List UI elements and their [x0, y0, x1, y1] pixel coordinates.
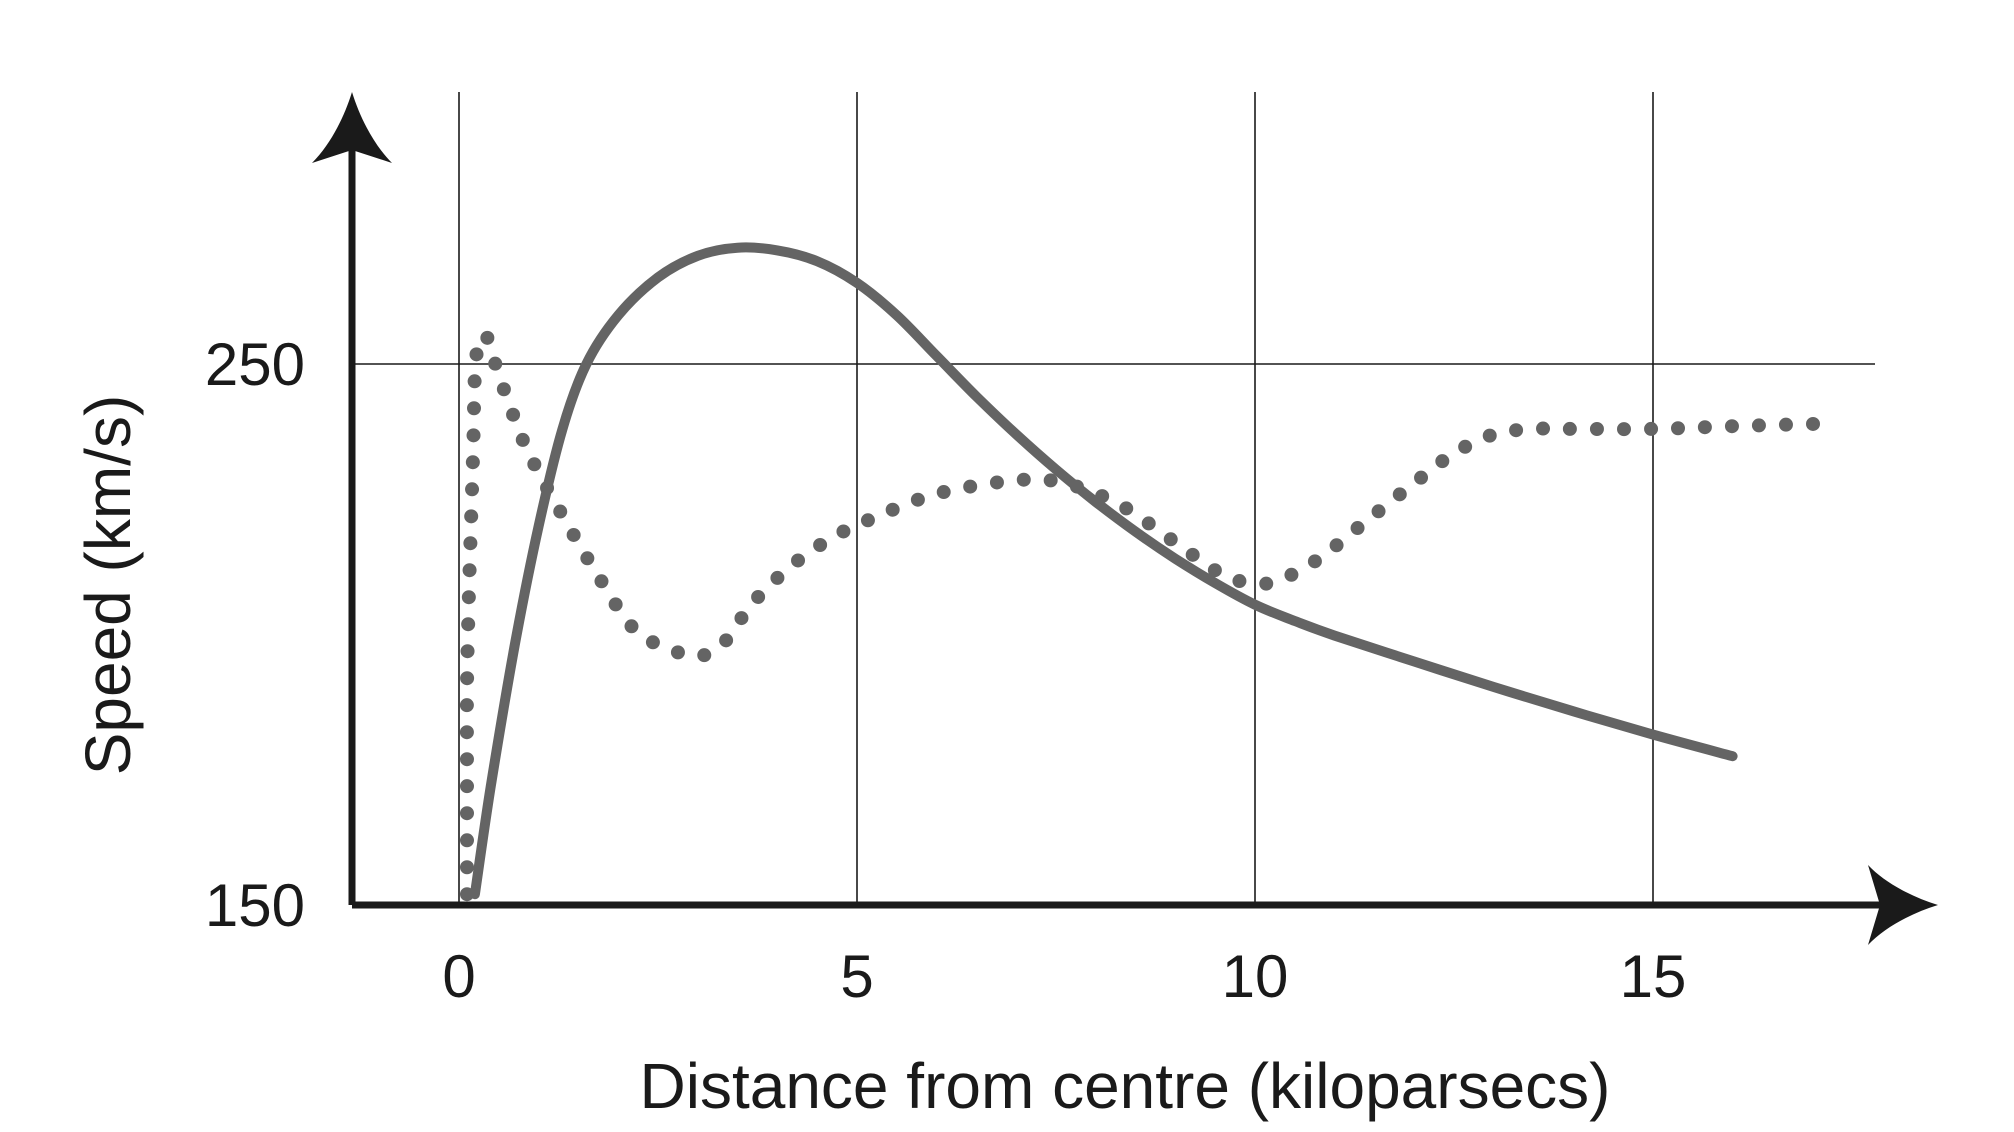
dotted-series-line: [459, 327, 1836, 902]
y-axis-arrowhead: [312, 92, 392, 163]
x-axis-arrowhead: [1868, 865, 1938, 945]
x-axis-title: Distance from centre (kiloparsecs): [640, 1050, 1611, 1122]
y-tick-label: 250: [205, 331, 305, 398]
axes: [312, 92, 1938, 945]
x-tick-label: 15: [1620, 943, 1687, 1010]
grid-lines: [352, 92, 1875, 905]
y-tick-label: 150: [205, 872, 305, 939]
tick-labels: 0 5 10 15 150 250: [205, 331, 1686, 1010]
x-tick-label: 0: [442, 943, 475, 1010]
solid-series-line: [469, 242, 1738, 900]
x-tick-label: 5: [840, 943, 873, 1010]
y-axis-title: Speed (km/s): [72, 395, 144, 776]
series: [459, 242, 1836, 902]
x-tick-label: 10: [1222, 943, 1289, 1010]
